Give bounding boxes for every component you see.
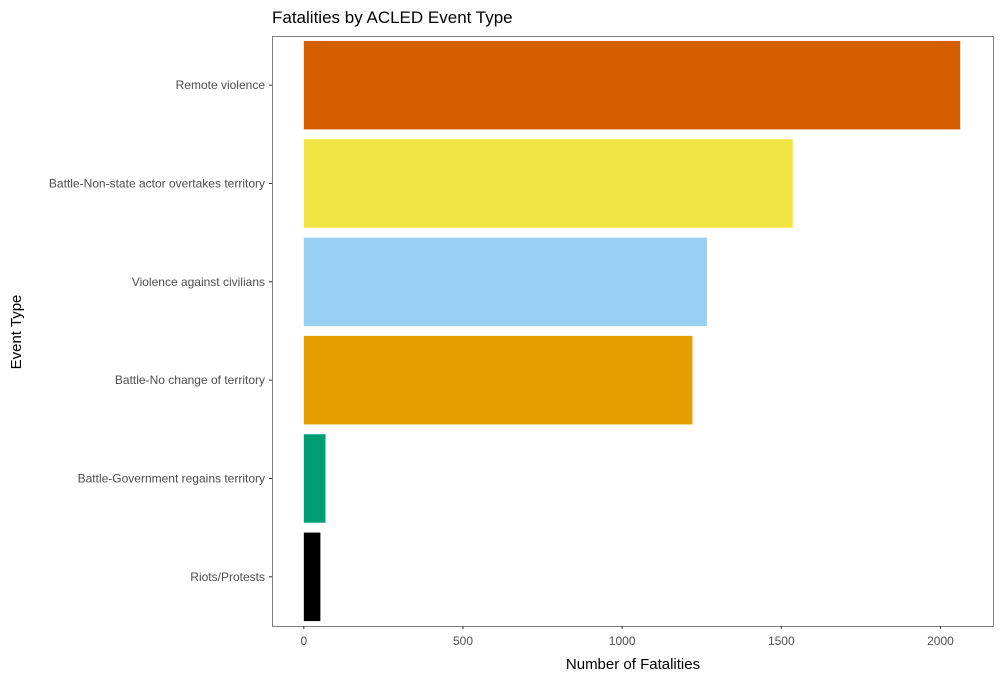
y-axis-title: Event Type xyxy=(8,295,25,370)
bars-group xyxy=(303,40,961,622)
y-tick-label: Battle-No change of territory xyxy=(115,373,265,387)
bar-2 xyxy=(303,237,707,327)
x-tick-label: 1500 xyxy=(768,634,795,648)
plot-panel-border xyxy=(272,36,994,627)
x-axis-title: Number of Fatalities xyxy=(566,656,700,673)
y-tick-label: Violence against civilians xyxy=(132,275,265,289)
bar-5 xyxy=(303,532,321,622)
chart-title: Fatalities by ACLED Event Type xyxy=(272,8,513,27)
x-tick-label: 1000 xyxy=(609,634,636,648)
y-tick-label: Riots/Protests xyxy=(190,570,265,584)
y-axis: Remote violence Battle-Non-state actor ov… xyxy=(49,78,272,584)
bar-1 xyxy=(303,139,793,228)
bar-3 xyxy=(303,335,693,425)
y-tick-label: Battle-Non-state actor overtakes territo… xyxy=(49,177,265,191)
y-tick-label: Battle-Government regains territory xyxy=(78,472,265,486)
bar-4 xyxy=(303,434,326,523)
x-tick-label: 500 xyxy=(453,634,473,648)
y-tick-label: Remote violence xyxy=(176,78,266,92)
x-tick-label: 0 xyxy=(300,634,307,648)
x-axis: 0 500 1000 1500 2000 xyxy=(300,626,954,648)
bar-0 xyxy=(303,40,961,130)
x-tick-label: 2000 xyxy=(927,634,954,648)
